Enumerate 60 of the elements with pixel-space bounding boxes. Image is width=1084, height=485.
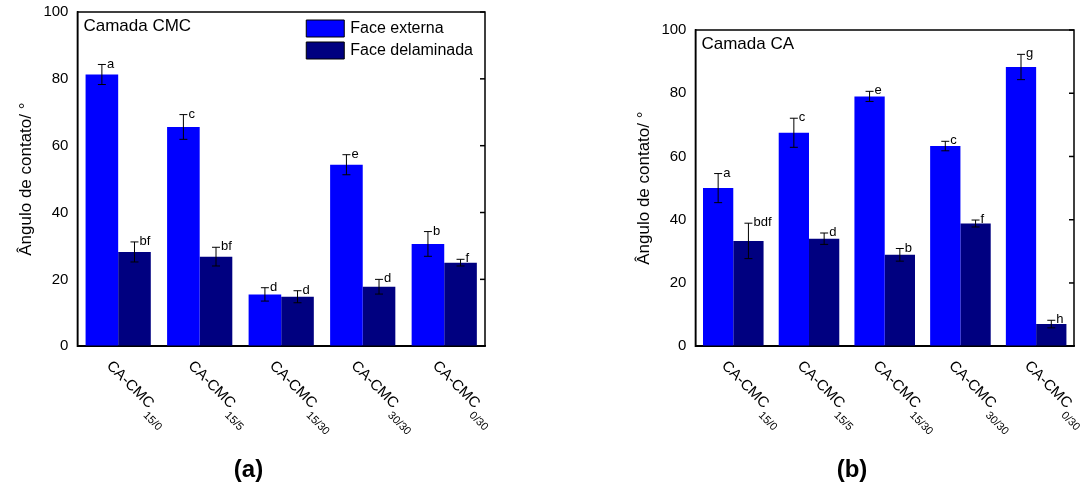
data-label: f: [980, 211, 985, 227]
y-tick-label: 100: [661, 20, 687, 38]
data-label: d: [384, 270, 392, 286]
data-label: b: [432, 222, 441, 238]
data-label: c: [798, 109, 806, 125]
y-tick-label: 40: [51, 202, 69, 220]
data-label: b: [904, 239, 913, 255]
annotation: Camada CMC: [83, 16, 192, 36]
data-label: g: [1026, 45, 1034, 61]
data-label: bf: [221, 238, 233, 254]
y-tick-label: 60: [51, 135, 69, 153]
bar: [167, 126, 200, 347]
bar: [444, 262, 477, 347]
bar: [733, 240, 764, 347]
data-label: h: [1056, 311, 1064, 327]
bar: [199, 256, 233, 347]
data-label: bdf: [753, 214, 772, 230]
bar: [703, 188, 734, 347]
bar: [1005, 67, 1037, 347]
bar: [281, 296, 314, 347]
text: (b): [836, 455, 868, 483]
y-tick-label: 40: [669, 209, 687, 227]
bar: [930, 146, 961, 347]
data-label: d: [829, 224, 837, 240]
bar: [778, 132, 809, 347]
bar: [1036, 324, 1067, 347]
legend-label: Face delaminada: [350, 40, 474, 58]
bar: [85, 74, 119, 347]
data-label: f: [465, 250, 470, 266]
data-label: bf: [139, 233, 151, 249]
data-label: e: [351, 145, 359, 161]
bar: [960, 223, 991, 347]
text: (a): [233, 455, 264, 483]
data-label: d: [269, 278, 278, 294]
bar: [809, 238, 840, 347]
y-tick-label: 20: [51, 269, 69, 287]
y-tick-label: 80: [669, 83, 687, 101]
bar: [411, 243, 445, 347]
bar: [362, 286, 396, 347]
data-label: a: [723, 164, 732, 180]
data-label: c: [188, 105, 196, 121]
data-label: c: [950, 132, 958, 148]
legend-label: Face externa: [350, 18, 444, 36]
y-tick-label: 0: [60, 336, 69, 354]
data-label: d: [302, 281, 310, 297]
y-axis-title: Ângulo de contato/ °: [633, 111, 653, 265]
annotation: Camada CA: [701, 34, 795, 54]
y-axis-title: Ângulo de contato/ °: [15, 102, 35, 256]
bar: [884, 254, 915, 347]
y-tick-label: 80: [51, 68, 69, 86]
bar: [330, 164, 363, 347]
bar: [854, 96, 885, 347]
y-tick-label: 20: [669, 273, 687, 291]
y-tick-label: 100: [43, 2, 69, 20]
y-tick-label: 0: [678, 336, 687, 354]
y-tick-label: 60: [669, 146, 687, 164]
bar: [118, 251, 151, 347]
bar: [248, 294, 282, 347]
data-label: e: [874, 82, 882, 98]
data-label: a: [106, 55, 115, 71]
